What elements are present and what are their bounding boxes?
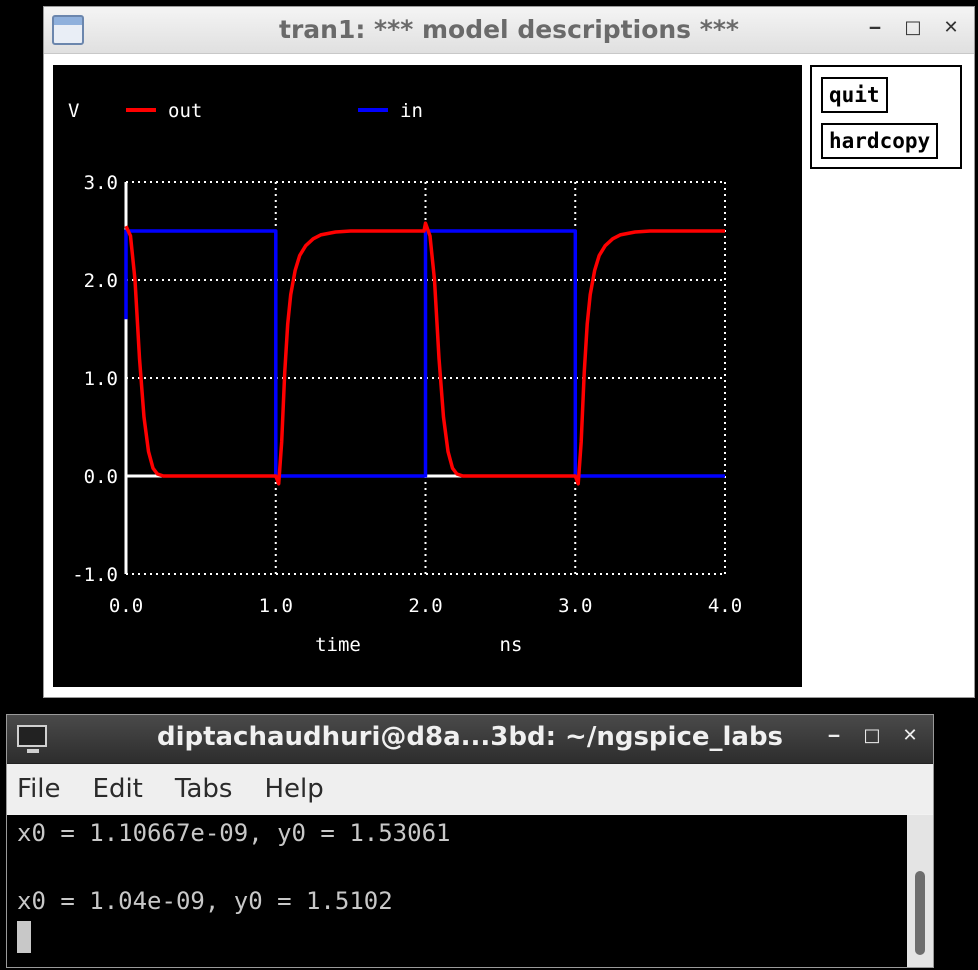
terminal-titlebar[interactable]: diptachaudhuri@d8a...3bd: ~/ngspice_labs… — [7, 715, 933, 764]
plot-window-title: tran1: *** model descriptions *** — [279, 15, 739, 44]
scrollbar-thumb[interactable] — [915, 871, 925, 955]
plot-window: tran1: *** model descriptions *** ‒ □ ✕ … — [43, 6, 975, 698]
terminal-menubar: File Edit Tabs Help — [7, 764, 933, 814]
y-axis-label: V — [68, 100, 79, 122]
plot-button-panel: quit hardcopy — [810, 65, 962, 169]
y-tick-label: -1.0 — [72, 564, 118, 586]
x-tick-label: 1.0 — [259, 595, 293, 617]
terminal-output[interactable]: x0 = 1.10667e-09, y0 = 1.53061 x0 = 1.04… — [7, 815, 907, 967]
legend-label-in: in — [400, 100, 423, 122]
legend-label-out: out — [168, 100, 202, 122]
y-tick-label: 3.0 — [84, 172, 118, 194]
maximize-icon[interactable]: □ — [904, 17, 922, 38]
quit-button[interactable]: quit — [821, 77, 888, 113]
plot-window-titlebar[interactable]: tran1: *** model descriptions *** ‒ □ ✕ — [44, 7, 974, 54]
terminal-window: diptachaudhuri@d8a...3bd: ~/ngspice_labs… — [6, 714, 934, 968]
minimize-icon[interactable]: ‒ — [827, 725, 841, 746]
terminal-icon — [17, 725, 47, 753]
x-axis-label: time — [315, 634, 361, 656]
terminal-title: diptachaudhuri@d8a...3bd: ~/ngspice_labs — [156, 722, 784, 752]
series-line-out[interactable] — [124, 221, 725, 486]
menu-file[interactable]: File — [17, 774, 61, 804]
terminal-scrollbar[interactable] — [907, 815, 933, 967]
y-tick-label: 0.0 — [84, 466, 118, 488]
terminal-cursor — [17, 921, 31, 953]
x-tick-label: 2.0 — [408, 595, 442, 617]
x-tick-label: 4.0 — [708, 595, 742, 617]
window-app-icon — [52, 15, 84, 45]
terminal-line: x0 = 1.04e-09, y0 = 1.5102 — [17, 887, 393, 915]
menu-tabs[interactable]: Tabs — [174, 774, 233, 804]
maximize-icon[interactable]: □ — [863, 725, 881, 746]
series-line-in[interactable] — [124, 229, 725, 478]
menu-help[interactable]: Help — [264, 774, 324, 804]
y-tick-label: 1.0 — [84, 368, 118, 390]
minimize-icon[interactable]: ‒ — [868, 17, 882, 38]
close-icon[interactable]: ✕ — [943, 17, 959, 38]
x-tick-label: 3.0 — [558, 595, 592, 617]
terminal-line: x0 = 1.10667e-09, y0 = 1.53061 — [17, 819, 451, 847]
hardcopy-button[interactable]: hardcopy — [821, 123, 939, 159]
x-axis-unit: ns — [500, 634, 523, 656]
x-tick-label: 0.0 — [109, 595, 143, 617]
close-icon[interactable]: ✕ — [902, 725, 918, 746]
y-tick-label: 2.0 — [84, 270, 118, 292]
menu-edit[interactable]: Edit — [92, 774, 143, 804]
